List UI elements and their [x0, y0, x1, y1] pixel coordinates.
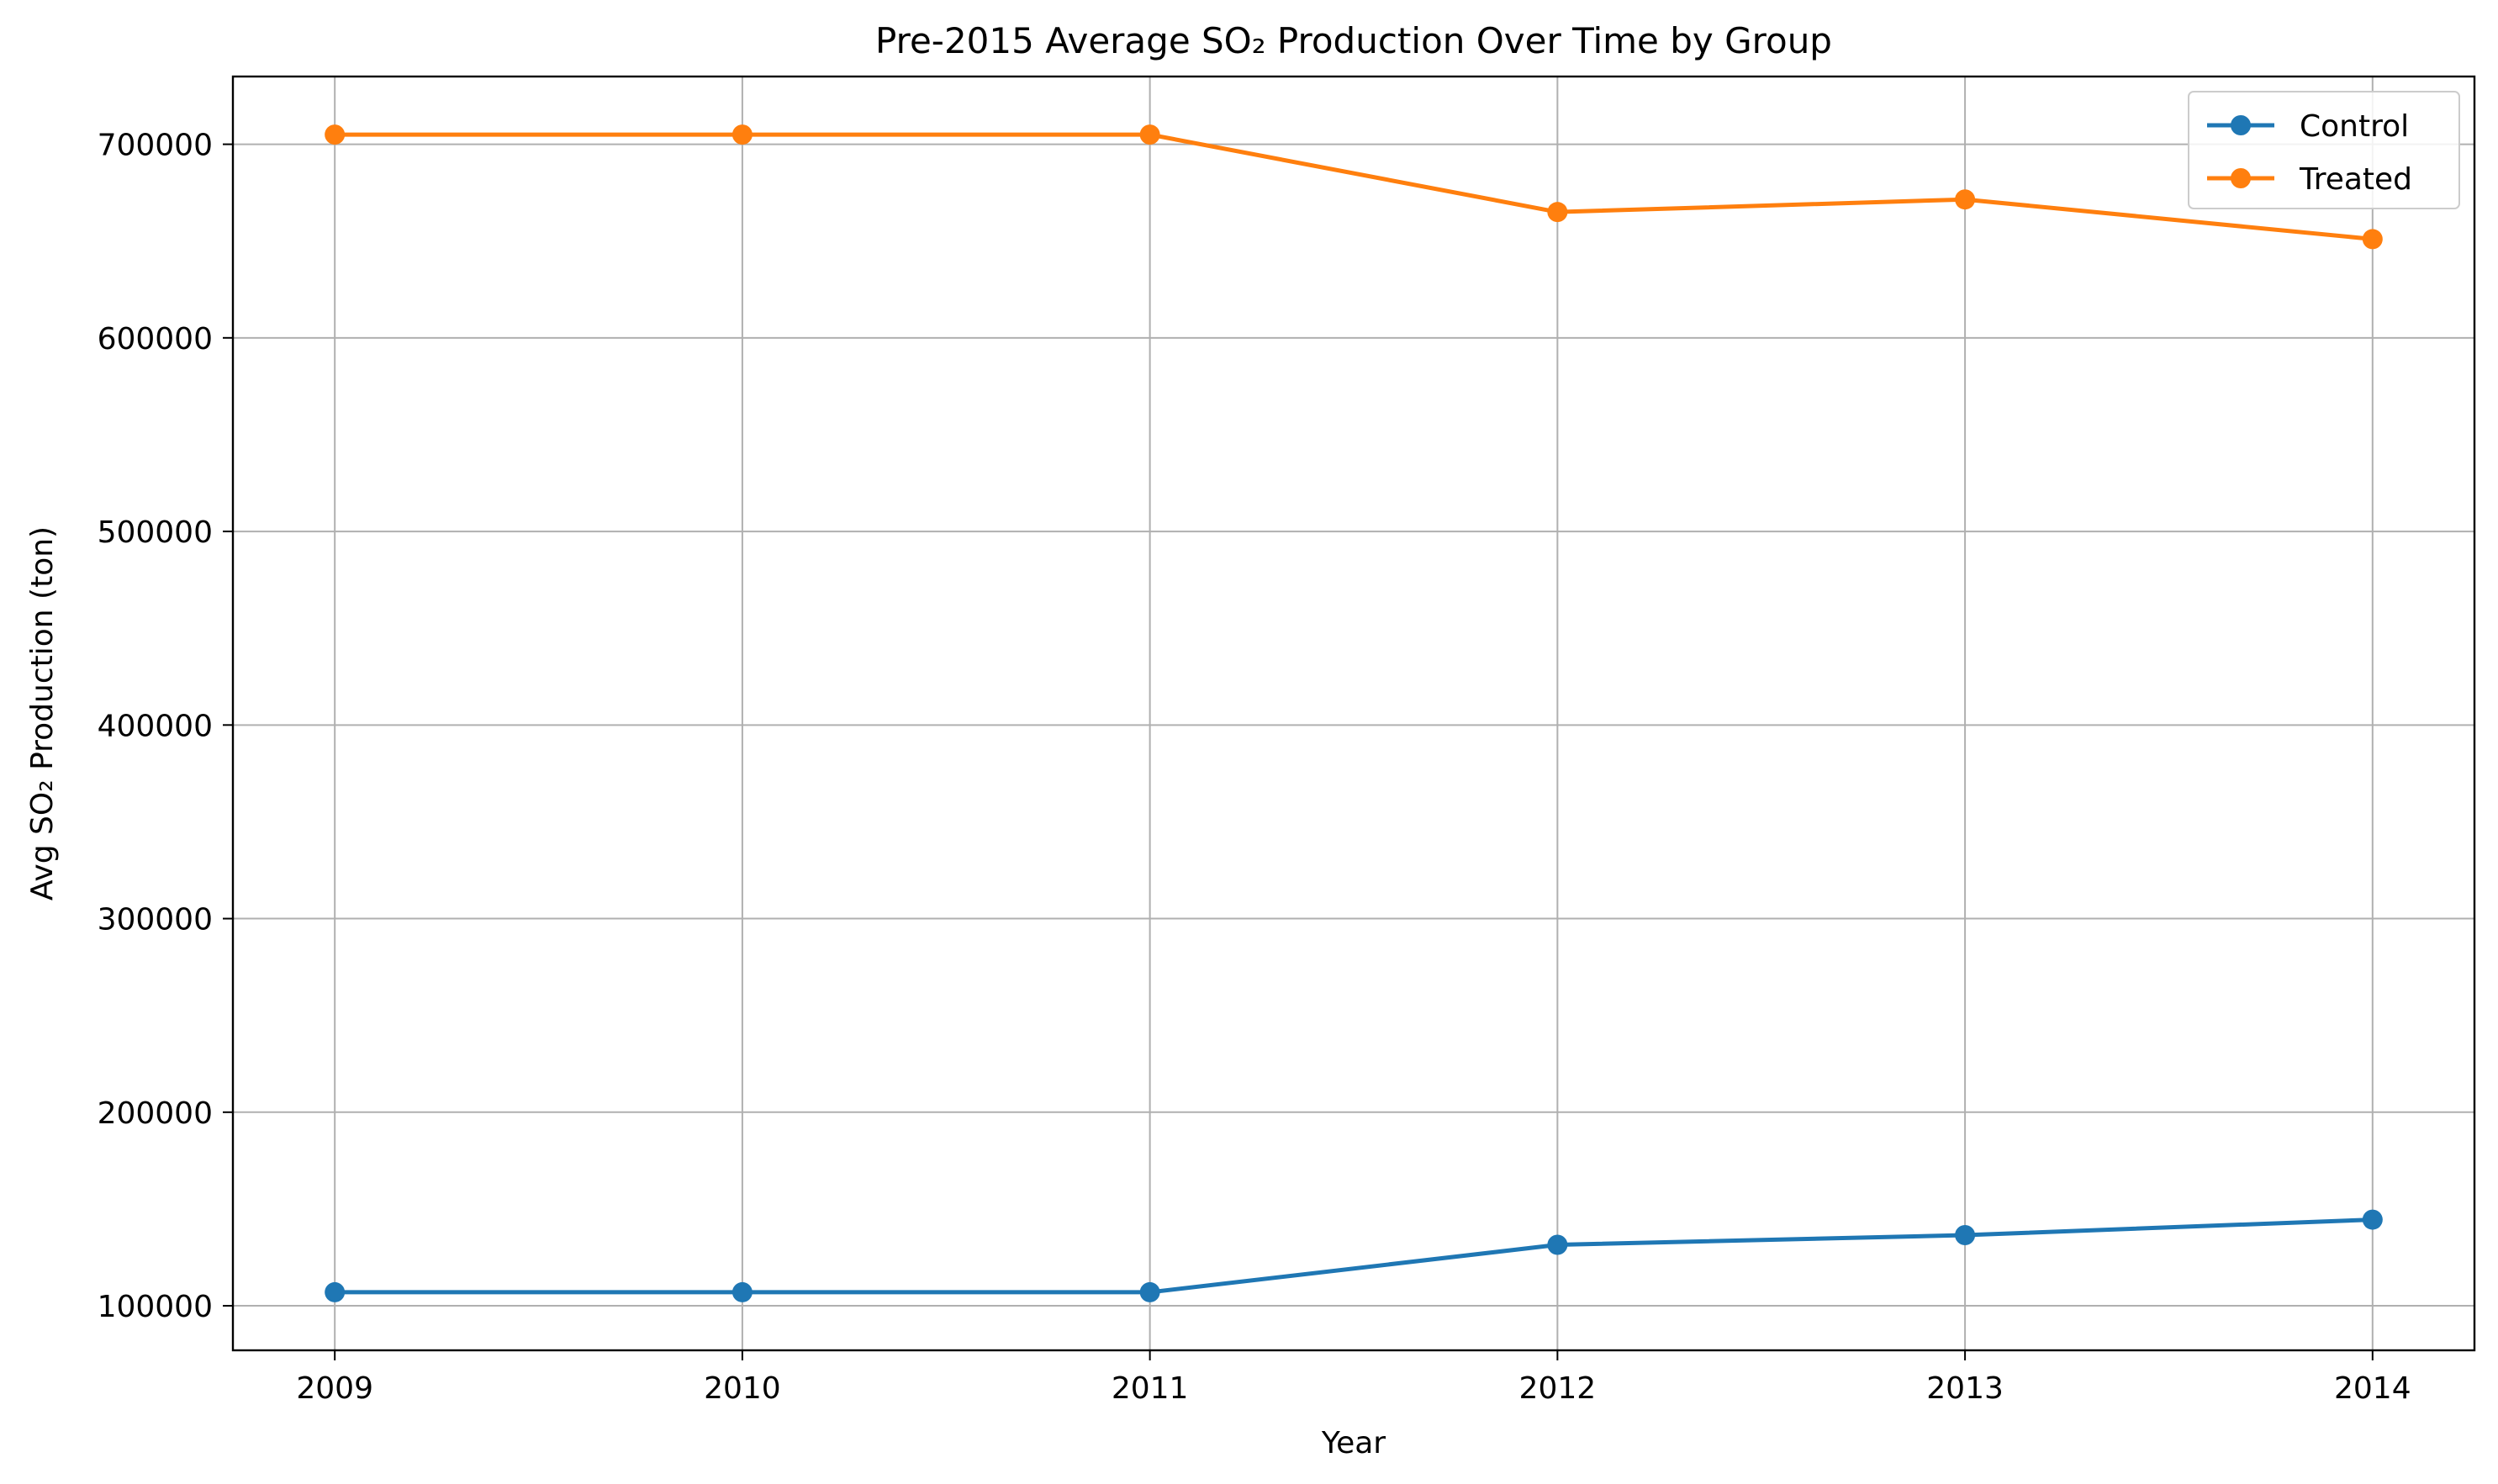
y-tick-label: 700000	[98, 129, 213, 163]
data-point-treated	[1547, 202, 1568, 223]
series-line-treated	[335, 132, 2374, 241]
legend-items: Control Treated	[2207, 109, 2412, 197]
x-tick-label: 2012	[1519, 1371, 1597, 1406]
data-point-treated	[731, 124, 753, 145]
series-layer	[325, 124, 2383, 1302]
legend-label-control: Control	[2300, 109, 2409, 144]
x-tick-label: 2010	[704, 1371, 781, 1406]
grid-lines	[233, 77, 2474, 1350]
y-tick-label: 500000	[98, 515, 213, 550]
plot-frame	[231, 75, 2476, 1352]
x-axis-ticks: 2009 2010 2011 2012 2013 2014	[296, 1350, 2411, 1406]
x-tick-label: 2013	[1926, 1371, 2004, 1406]
x-tick-label: 2014	[2334, 1371, 2411, 1406]
series-line-control	[335, 1217, 2373, 1295]
y-tick-label: 200000	[98, 1096, 213, 1131]
data-point-treated	[325, 124, 346, 145]
data-point-treated	[1955, 189, 1976, 210]
y-axis-label: Avg SO₂ Production (ton)	[25, 526, 60, 900]
x-tick-label: 2011	[1112, 1371, 1189, 1406]
data-point-control	[1139, 1281, 1160, 1302]
y-tick-label: 300000	[98, 903, 213, 937]
x-tick-label: 2009	[296, 1371, 373, 1406]
legend-label-treated: Treated	[2299, 162, 2412, 197]
y-tick-label: 600000	[98, 322, 213, 356]
legend-swatch-marker-control	[2231, 115, 2251, 135]
x-axis-label: Year	[1321, 1426, 1386, 1460]
data-point-control	[1955, 1225, 1976, 1246]
data-point-control	[2362, 1209, 2383, 1230]
y-axis-ticks: 100000 200000 300000 400000 500000 600000 7000…	[98, 129, 233, 1324]
legend-swatch-marker-treated	[2231, 168, 2251, 188]
data-point-treated	[1139, 124, 1160, 145]
y-tick-label: 400000	[98, 709, 213, 743]
data-point-control	[1547, 1234, 1568, 1255]
data-point-treated	[2362, 229, 2383, 250]
data-point-control	[731, 1281, 753, 1302]
y-tick-label: 100000	[98, 1290, 213, 1324]
chart-title: Pre-2015 Average SO₂ Production Over Tim…	[875, 20, 1832, 61]
legend: Control Treated	[2188, 91, 2460, 209]
data-point-control	[325, 1281, 346, 1302]
